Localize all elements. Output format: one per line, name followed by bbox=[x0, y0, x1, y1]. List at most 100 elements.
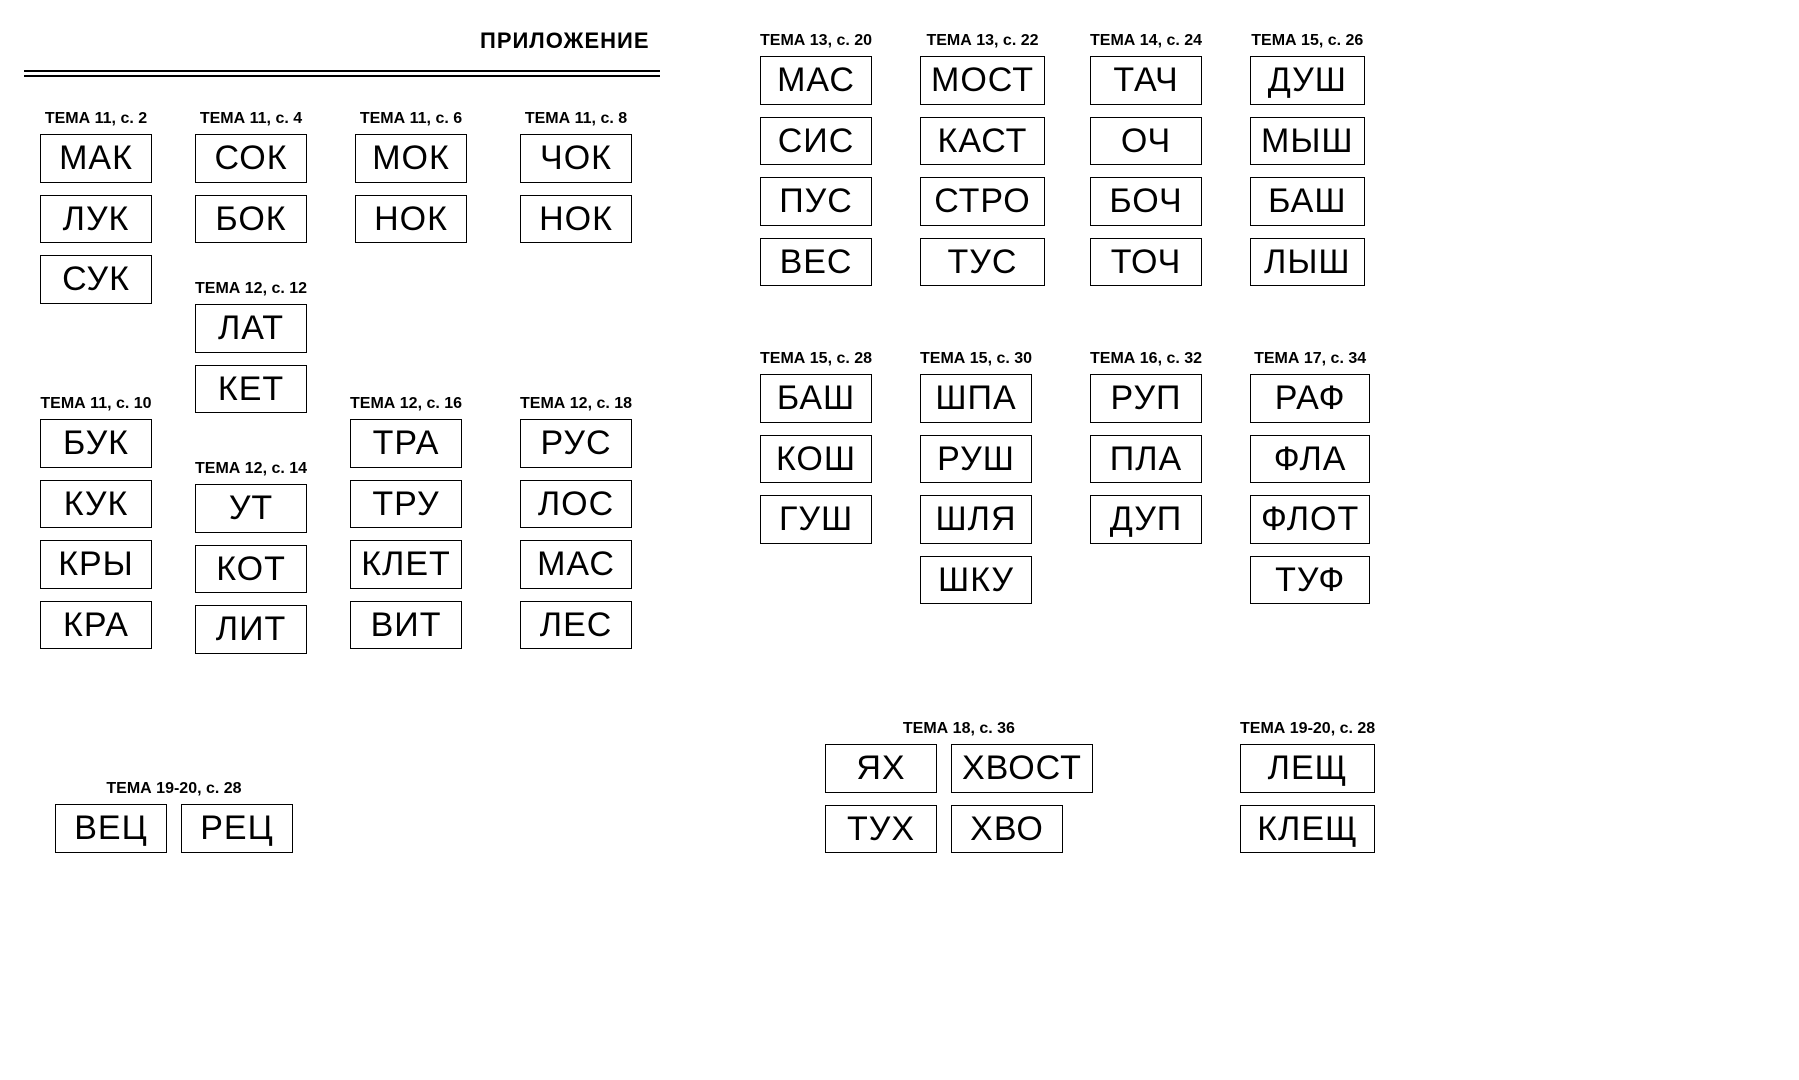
syllable-card: ВЕС bbox=[760, 238, 872, 287]
card-group: ТЕМА 15, с. 30 ШПА РУШ ШЛЯ ШКУ bbox=[920, 350, 1032, 616]
group-label: ТЕМА 11, с. 10 bbox=[40, 395, 152, 413]
syllable-card: ШКУ bbox=[920, 556, 1032, 605]
syllable-card: ВЕЦ bbox=[55, 804, 167, 853]
page-title: ПРИЛОЖЕНИЕ bbox=[480, 28, 650, 54]
group-label: ТЕМА 12, с. 16 bbox=[350, 395, 462, 413]
syllable-card: БАШ bbox=[1250, 177, 1365, 226]
syllable-card: ШПА bbox=[920, 374, 1032, 423]
syllable-card: ГУШ bbox=[760, 495, 872, 544]
card-group: ТЕМА 11, с. 10 БУК КУК КРЫ КРА bbox=[40, 395, 152, 661]
right-page: ТЕМА 13, с. 20 МАС СИС ПУС ВЕС ТЕМА 13, с. 22… bbox=[730, 0, 1799, 1080]
syllable-card: УТ bbox=[195, 484, 307, 533]
card-row: ВЕЦ РЕЦ bbox=[55, 804, 293, 865]
syllable-card: КОТ bbox=[195, 545, 307, 594]
syllable-card: ХВОСТ bbox=[951, 744, 1093, 793]
card-group: ТЕМА 15, с. 26 ДУШ МЫШ БАШ ЛЫШ bbox=[1250, 32, 1365, 298]
syllable-card: КЛЕТ bbox=[350, 540, 462, 589]
group-label: ТЕМА 17, с. 34 bbox=[1250, 350, 1370, 368]
left-page: ПРИЛОЖЕНИЕ ТЕМА 11, с. 2МАКЛУКСУКТЕМА 11… bbox=[0, 0, 710, 1080]
syllable-card: ЛАТ bbox=[195, 304, 307, 353]
syllable-card: КРА bbox=[40, 601, 152, 650]
syllable-card: ТРУ bbox=[350, 480, 462, 529]
group-label: ТЕМА 15, с. 28 bbox=[760, 350, 872, 368]
syllable-card: ОЧ bbox=[1090, 117, 1202, 166]
syllable-card: ЛУК bbox=[40, 195, 152, 244]
card-group: ТЕМА 19-20, с. 28ВЕЦРЕЦ bbox=[55, 780, 293, 865]
card-group: ТЕМА 18, с. 36 ЯХ ХВОСТ ТУХ ХВО bbox=[825, 720, 1093, 865]
group-label: ТЕМА 19-20, с. 28 bbox=[1240, 720, 1375, 738]
syllable-card: РУС bbox=[520, 419, 632, 468]
syllable-card: ТУС bbox=[920, 238, 1045, 287]
syllable-card: СУК bbox=[40, 255, 152, 304]
card-row: ТУХ ХВО bbox=[825, 805, 1093, 866]
syllable-card: ТУФ bbox=[1250, 556, 1370, 605]
card-group: ТЕМА 13, с. 20 МАС СИС ПУС ВЕС bbox=[760, 32, 872, 298]
syllable-card: ФЛОТ bbox=[1250, 495, 1370, 544]
syllable-card: ДУШ bbox=[1250, 56, 1365, 105]
syllable-card: МЫШ bbox=[1250, 117, 1365, 166]
syllable-card: ЛЕЩ bbox=[1240, 744, 1375, 793]
syllable-card: МОК bbox=[355, 134, 467, 183]
group-label: ТЕМА 18, с. 36 bbox=[825, 720, 1093, 738]
syllable-card: СИС bbox=[760, 117, 872, 166]
syllable-card: ПУС bbox=[760, 177, 872, 226]
syllable-card: КАСТ bbox=[920, 117, 1045, 166]
card-group: ТЕМА 19-20, с. 28 ЛЕЩ КЛЕЩ bbox=[1240, 720, 1375, 865]
syllable-card: ВИТ bbox=[350, 601, 462, 650]
card-group: ТЕМА 11, с. 6 МОК НОК bbox=[355, 110, 467, 255]
syllable-card: ДУП bbox=[1090, 495, 1202, 544]
syllable-card: ШЛЯ bbox=[920, 495, 1032, 544]
group-label: ТЕМА 13, с. 20 bbox=[760, 32, 872, 50]
group-label: ТЕМА 15, с. 26 bbox=[1250, 32, 1365, 50]
syllable-card: БУК bbox=[40, 419, 152, 468]
card-group: ТЕМА 13, с. 22МОСТКАСТСТРОТУС bbox=[920, 32, 1045, 298]
group-label: ТЕМА 11, с. 2 bbox=[40, 110, 152, 128]
card-group: ТЕМА 16, с. 32РУППЛАДУП bbox=[1090, 350, 1202, 556]
syllable-card: ТОЧ bbox=[1090, 238, 1202, 287]
group-label: ТЕМА 12, с. 18 bbox=[520, 395, 632, 413]
syllable-card: КРЫ bbox=[40, 540, 152, 589]
card-group: ТЕМА 17, с. 34 РАФ ФЛА ФЛОТ ТУФ bbox=[1250, 350, 1370, 616]
card-group: ТЕМА 15, с. 28 БАШ КОШ ГУШ bbox=[760, 350, 872, 556]
syllable-card: ФЛА bbox=[1250, 435, 1370, 484]
syllable-card: ЛЫШ bbox=[1250, 238, 1365, 287]
syllable-card: ЛЕС bbox=[520, 601, 632, 650]
syllable-card: КУК bbox=[40, 480, 152, 529]
group-label: ТЕМА 15, с. 30 bbox=[920, 350, 1032, 368]
card-group: ТЕМА 11, с. 2 МАК ЛУК СУК bbox=[40, 110, 152, 316]
group-label: ТЕМА 12, с. 14 bbox=[195, 460, 307, 478]
group-label: ТЕМА 13, с. 22 bbox=[920, 32, 1045, 50]
syllable-card: КЛЕЩ bbox=[1240, 805, 1375, 854]
syllable-card: ЧОК bbox=[520, 134, 632, 183]
syllable-card: ТРА bbox=[350, 419, 462, 468]
page: ПРИЛОЖЕНИЕ ТЕМА 11, с. 2МАКЛУКСУКТЕМА 11… bbox=[0, 0, 1799, 1080]
syllable-card: ТУХ bbox=[825, 805, 937, 854]
group-label: ТЕМА 12, с. 12 bbox=[195, 280, 307, 298]
syllable-card: РЕЦ bbox=[181, 804, 293, 853]
syllable-card: РУШ bbox=[920, 435, 1032, 484]
group-label: ТЕМА 11, с. 6 bbox=[355, 110, 467, 128]
syllable-card: БОК bbox=[195, 195, 307, 244]
syllable-card: НОК bbox=[355, 195, 467, 244]
card-group: ТЕМА 11, с. 8ЧОКНОК bbox=[520, 110, 632, 255]
double-rule bbox=[24, 70, 660, 77]
syllable-card: БАШ bbox=[760, 374, 872, 423]
syllable-card: КОШ bbox=[760, 435, 872, 484]
syllable-card: МАС bbox=[520, 540, 632, 589]
syllable-card: РАФ bbox=[1250, 374, 1370, 423]
group-label: ТЕМА 14, с. 24 bbox=[1090, 32, 1202, 50]
syllable-card: МАС bbox=[760, 56, 872, 105]
syllable-card: КЕТ bbox=[195, 365, 307, 414]
group-label: ТЕМА 16, с. 32 bbox=[1090, 350, 1202, 368]
syllable-card: МОСТ bbox=[920, 56, 1045, 105]
syllable-card: ТАЧ bbox=[1090, 56, 1202, 105]
syllable-card: ХВО bbox=[951, 805, 1063, 854]
card-group: ТЕМА 12, с. 16 ТРА ТРУ КЛЕТ ВИТ bbox=[350, 395, 462, 661]
card-row: ЯХ ХВОСТ bbox=[825, 744, 1093, 805]
card-group: ТЕМА 14, с. 24 ТАЧ ОЧ БОЧ ТОЧ bbox=[1090, 32, 1202, 298]
group-label: ТЕМА 11, с. 8 bbox=[520, 110, 632, 128]
syllable-card: ЯХ bbox=[825, 744, 937, 793]
card-group: ТЕМА 12, с. 18РУСЛОСМАСЛЕС bbox=[520, 395, 632, 661]
syllable-card: БОЧ bbox=[1090, 177, 1202, 226]
syllable-card: МАК bbox=[40, 134, 152, 183]
